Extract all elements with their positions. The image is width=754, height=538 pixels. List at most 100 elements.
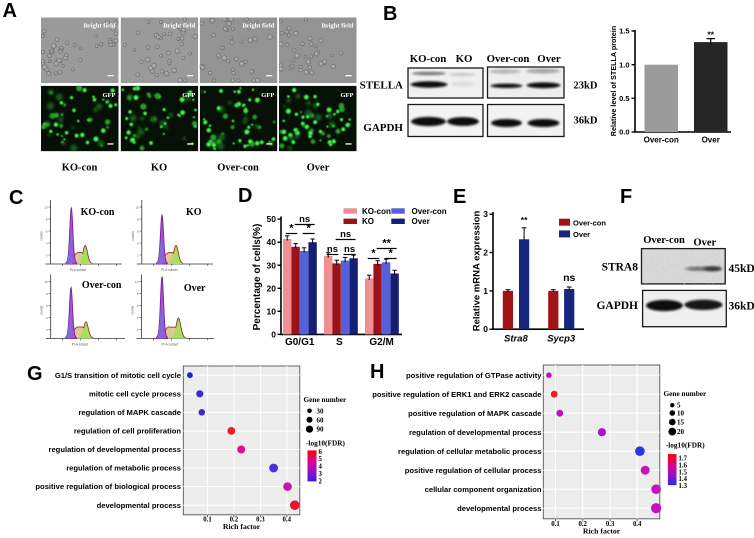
svg-text:Over: Over: [693, 238, 716, 249]
svg-text:0.2: 0.2: [578, 521, 587, 528]
svg-text:GFP: GFP: [261, 92, 274, 99]
svg-text:Stra8: Stra8: [504, 334, 528, 345]
svg-text:Over: Over: [184, 283, 206, 294]
svg-text:-log10(FDR): -log10(FDR): [666, 441, 705, 450]
svg-text:6: 6: [319, 449, 323, 456]
svg-text:2: 2: [46, 328, 48, 332]
svg-text:5: 5: [677, 402, 681, 410]
svg-text:developmental process: developmental process: [457, 504, 541, 513]
svg-text:0.4: 0.4: [633, 521, 642, 528]
svg-text:positive regulation of biologi: positive regulation of biological proces…: [35, 482, 181, 491]
svg-text:2: 2: [137, 254, 139, 258]
svg-text:0.4: 0.4: [283, 517, 292, 524]
svg-text:KO: KO: [362, 217, 374, 226]
svg-text:**: **: [707, 30, 714, 40]
svg-text:Rich factor: Rich factor: [223, 522, 261, 531]
svg-text:D: D: [238, 185, 252, 207]
svg-text:regulation of developmental pr: regulation of developmental process: [409, 428, 542, 437]
svg-text:G2/M: G2/M: [369, 337, 393, 348]
svg-text:1: 1: [483, 286, 488, 296]
svg-text:1.0: 1.0: [619, 60, 629, 69]
svg-text:GAPDH: GAPDH: [363, 122, 403, 134]
svg-text:50: 50: [267, 214, 277, 224]
svg-text:0.3: 0.3: [606, 521, 615, 528]
svg-text:Bright field: Bright field: [84, 23, 116, 30]
svg-text:**: **: [521, 215, 528, 225]
svg-text:Over: Over: [412, 217, 430, 226]
svg-text:*: *: [306, 223, 311, 235]
svg-text:positive regulation of GTPase: positive regulation of GTPase activity: [406, 371, 542, 380]
svg-text:B: B: [383, 3, 397, 25]
svg-text:Gene number: Gene number: [304, 395, 348, 404]
svg-text:4: 4: [46, 242, 48, 246]
svg-text:Over-con: Over-con: [82, 280, 122, 291]
svg-text:Over: Over: [307, 163, 330, 174]
svg-text:8: 8: [46, 292, 48, 296]
svg-text:Over: Over: [573, 230, 590, 239]
svg-text:regulation of cell proliferati: regulation of cell proliferation: [74, 427, 182, 436]
svg-text:4: 4: [137, 316, 139, 320]
svg-text:Sycp3: Sycp3: [547, 334, 576, 345]
svg-text:positive regulation of MAPK ca: positive regulation of MAPK cascade: [408, 409, 541, 418]
svg-text:Bright field: Bright field: [242, 23, 274, 30]
svg-text:PI-A subset: PI-A subset: [162, 342, 178, 346]
svg-text:Bright field: Bright field: [163, 23, 195, 30]
svg-text:Percentage of cells(%): Percentage of cells(%): [252, 224, 263, 331]
svg-text:ns: ns: [340, 229, 351, 240]
svg-text:ns: ns: [563, 272, 575, 284]
svg-text:PI-A subset: PI-A subset: [161, 268, 177, 272]
svg-text:KO: KO: [456, 53, 473, 65]
svg-text:Over: Over: [702, 136, 720, 145]
svg-text:36kD: 36kD: [729, 301, 754, 313]
svg-text:GAPDH: GAPDH: [596, 300, 638, 312]
svg-text:S: S: [336, 337, 343, 348]
svg-text:4: 4: [137, 242, 139, 246]
svg-text:0: 0: [271, 329, 276, 339]
svg-text:C: C: [9, 187, 23, 209]
svg-text:GFP: GFP: [182, 92, 195, 99]
svg-text:8: 8: [137, 292, 139, 296]
svg-text:6: 6: [137, 304, 139, 308]
svg-text:0.3: 0.3: [256, 517, 265, 524]
svg-text:6: 6: [46, 230, 48, 234]
svg-text:KO-con: KO-con: [362, 207, 391, 216]
svg-text:positive regulation of ERK1 an: positive regulation of ERK1 and ERK2 cas…: [372, 390, 541, 399]
svg-text:1.5: 1.5: [619, 27, 629, 36]
svg-text:STRA8: STRA8: [602, 262, 639, 274]
svg-text:1.4: 1.4: [679, 476, 688, 483]
svg-text:20: 20: [677, 428, 685, 436]
svg-text:1.5: 1.5: [679, 469, 688, 476]
svg-text:Bright field: Bright field: [322, 23, 354, 30]
svg-text:KO-con: KO-con: [62, 163, 98, 174]
svg-text:4: 4: [319, 464, 323, 471]
svg-text:*: *: [371, 248, 376, 260]
svg-text:GFP: GFP: [103, 92, 116, 99]
svg-text:positive regulation of cellula: positive regulation of cellular process: [405, 466, 542, 475]
svg-text:counts: counts: [130, 305, 134, 315]
svg-text:A: A: [3, 0, 17, 22]
svg-text:15: 15: [677, 419, 685, 427]
svg-text:2: 2: [46, 254, 48, 258]
svg-text:2: 2: [483, 248, 488, 258]
svg-text:GFP: GFP: [341, 92, 354, 99]
svg-text:8: 8: [137, 218, 139, 222]
svg-text:G: G: [27, 363, 43, 385]
svg-text:60: 60: [317, 416, 325, 424]
svg-text:0.1: 0.1: [203, 517, 212, 524]
svg-text:36kD: 36kD: [574, 116, 598, 127]
svg-text:-log10(FDR): -log10(FDR): [306, 439, 345, 448]
svg-text:Rich factor: Rich factor: [583, 526, 621, 535]
svg-text:10: 10: [135, 280, 139, 284]
svg-text:6: 6: [137, 230, 139, 234]
svg-text:0.0: 0.0: [619, 128, 629, 137]
svg-text:**: **: [382, 238, 391, 250]
svg-text:30: 30: [317, 407, 325, 415]
svg-text:45kD: 45kD: [729, 263, 754, 275]
svg-text:Over-con: Over-con: [644, 136, 679, 145]
svg-text:5: 5: [319, 456, 323, 463]
svg-text:0.5: 0.5: [619, 94, 629, 103]
svg-text:H: H: [370, 361, 384, 383]
svg-text:KO-con: KO-con: [410, 53, 447, 65]
svg-text:E: E: [453, 186, 466, 208]
svg-text:KO-con: KO-con: [81, 207, 115, 218]
